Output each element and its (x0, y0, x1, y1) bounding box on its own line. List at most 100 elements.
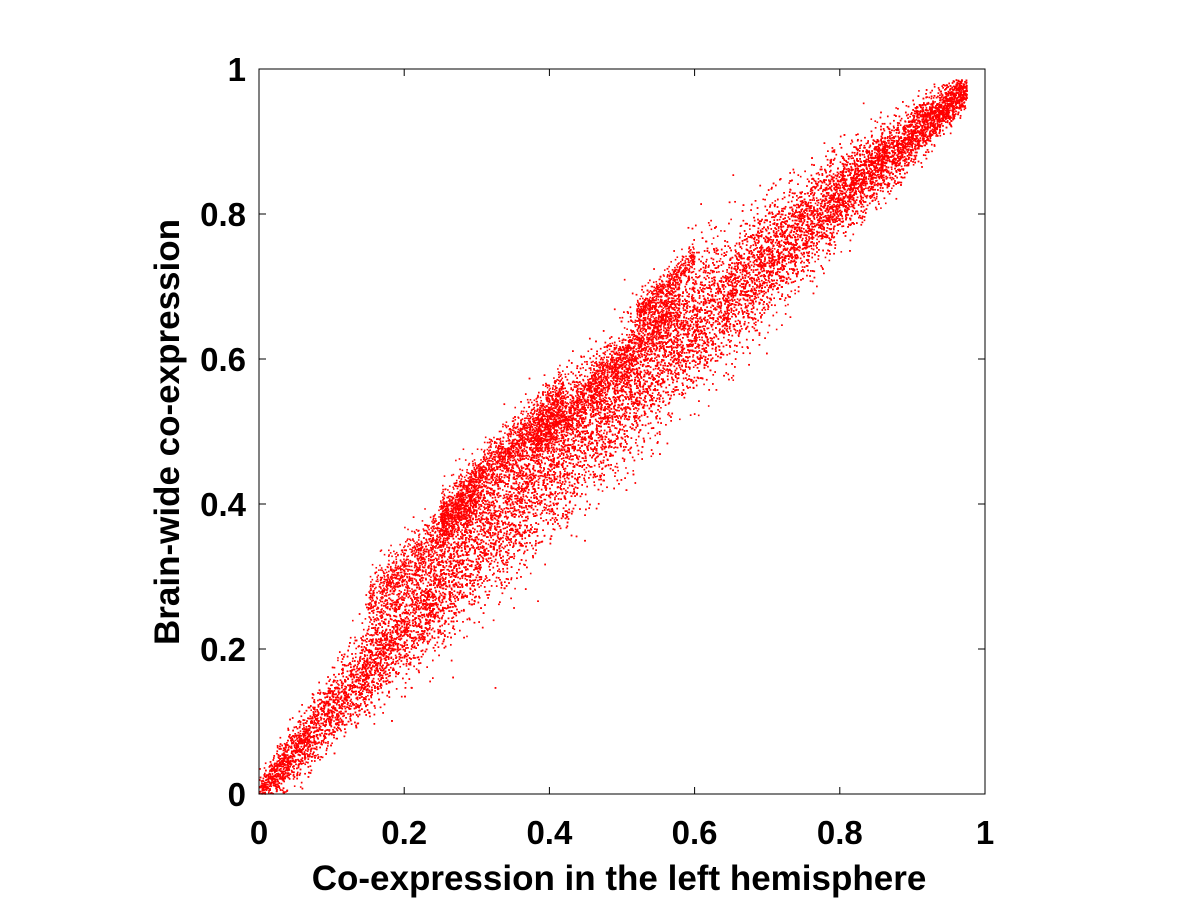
scatter-point (689, 317, 692, 319)
scatter-point (712, 298, 714, 300)
scatter-point (296, 771, 299, 774)
scatter-point (663, 380, 666, 383)
scatter-point (768, 262, 771, 265)
scatter-point (671, 356, 674, 359)
scatter-point (916, 117, 919, 119)
scatter-point (863, 153, 865, 156)
scatter-point (644, 284, 647, 287)
scatter-point (934, 125, 936, 127)
scatter-point (396, 648, 398, 651)
scatter-point (810, 247, 813, 250)
scatter-point (682, 325, 684, 328)
scatter-point (714, 279, 716, 282)
scatter-point (933, 144, 936, 146)
scatter-point (293, 746, 296, 749)
scatter-point (336, 696, 338, 699)
scatter-point (781, 261, 784, 264)
scatter-point (337, 657, 339, 659)
scatter-point (416, 656, 419, 659)
scatter-point (720, 253, 723, 256)
scatter-point (601, 472, 603, 475)
scatter-point (354, 652, 357, 655)
scatter-point (898, 158, 901, 161)
scatter-point (472, 579, 474, 582)
scatter-point (734, 329, 737, 331)
scatter-point (883, 153, 885, 156)
scatter-point (432, 627, 434, 630)
scatter-point (509, 531, 512, 534)
scatter-point (546, 476, 548, 479)
scatter-point (564, 513, 567, 516)
scatter-point (404, 649, 406, 651)
scatter-point (761, 299, 763, 301)
scatter-point (617, 417, 620, 420)
scatter-point (829, 182, 832, 184)
scatter-point (695, 300, 697, 303)
scatter-point (414, 546, 417, 549)
scatter-point (699, 338, 701, 341)
scatter-point (488, 501, 490, 503)
scatter-point (767, 331, 769, 334)
scatter-point (354, 656, 357, 659)
scatter-point (714, 301, 717, 304)
scatter-point (332, 693, 335, 696)
scatter-point (601, 490, 604, 492)
scatter-point (596, 475, 599, 477)
scatter-point (409, 664, 412, 666)
scatter-point (448, 574, 450, 577)
scatter-point (600, 362, 603, 364)
scatter-point (336, 702, 338, 705)
scatter-point (772, 270, 774, 272)
scatter-point (811, 178, 813, 180)
scatter-point (397, 636, 400, 638)
scatter-point (884, 202, 887, 205)
scatter-point (799, 205, 801, 207)
scatter-point (922, 110, 925, 113)
scatter-point (466, 545, 468, 548)
scatter-point (946, 121, 949, 124)
scatter-point (356, 665, 358, 668)
scatter-point (385, 652, 388, 654)
scatter-point (453, 628, 456, 631)
scatter-point (527, 464, 530, 467)
scatter-point (702, 266, 705, 269)
scatter-point (482, 522, 485, 525)
scatter-point (843, 203, 846, 205)
scatter-point (364, 664, 367, 667)
scatter-point (588, 367, 591, 370)
scatter-point (695, 350, 697, 353)
scatter-point (829, 203, 831, 206)
scatter-point (340, 691, 343, 693)
scatter-point (629, 408, 632, 411)
scatter-point (660, 406, 662, 409)
scatter-point (542, 479, 545, 482)
scatter-point (944, 109, 947, 112)
scatter-point (874, 151, 876, 154)
scatter-point (481, 539, 483, 541)
scatter-point (544, 444, 547, 446)
scatter-point (506, 554, 509, 557)
scatter-point (524, 542, 526, 545)
scatter-point (584, 430, 587, 433)
scatter-point (559, 482, 561, 484)
scatter-point (817, 172, 820, 174)
scatter-point (548, 468, 550, 471)
scatter-point (613, 411, 616, 413)
scatter-point (730, 218, 732, 221)
scatter-point (560, 444, 563, 447)
scatter-point (685, 306, 688, 308)
scatter-point (514, 497, 516, 500)
scatter-point (642, 359, 645, 361)
scatter-point (557, 379, 560, 382)
scatter-point (337, 726, 339, 728)
scatter-point (291, 760, 294, 763)
scatter-point (558, 492, 561, 494)
scatter-point (260, 782, 263, 784)
scatter-point (410, 604, 412, 606)
scatter-point (898, 131, 901, 133)
scatter-point (726, 271, 728, 273)
scatter-point (606, 349, 609, 352)
scatter-point (359, 658, 361, 661)
scatter-point (832, 173, 835, 175)
scatter-point (327, 741, 329, 743)
